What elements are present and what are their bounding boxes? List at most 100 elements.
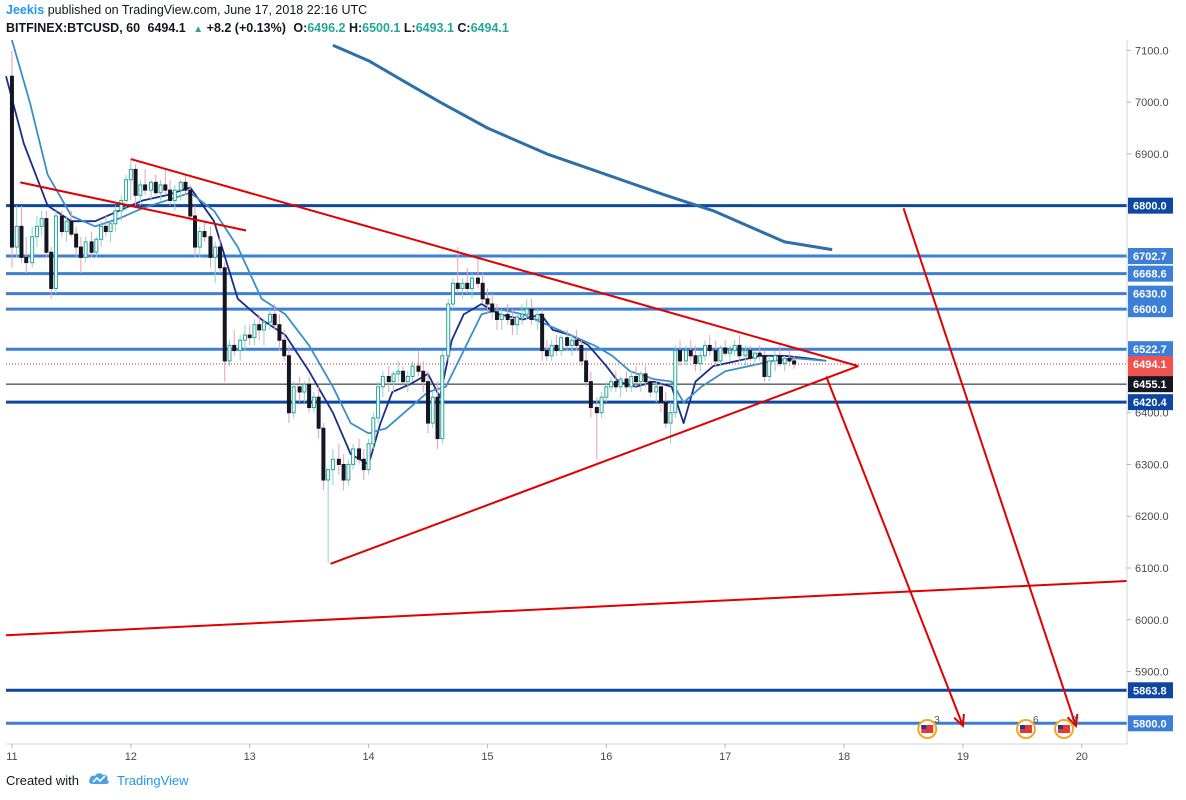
candle-body	[351, 448, 356, 465]
event-markers[interactable]: 3 6 8	[917, 715, 1077, 739]
candle-body	[782, 357, 787, 365]
candle-body	[707, 344, 712, 352]
candle-body	[326, 469, 331, 481]
candle-body	[490, 303, 495, 313]
price-tick-label: 6900.0	[1135, 149, 1169, 161]
candle-body	[396, 370, 401, 375]
price-label-box	[1128, 248, 1173, 265]
price-label-box	[1128, 715, 1173, 732]
candle-body	[460, 282, 465, 289]
price-label-text: 6668.6	[1133, 269, 1167, 281]
candle-body	[361, 458, 366, 471]
flag-stripes	[921, 725, 934, 733]
time-tick-label: 14	[362, 751, 374, 763]
candle-body	[59, 215, 64, 233]
candle-body	[366, 443, 371, 471]
trendline[interactable]	[5, 579, 1128, 637]
candle-body	[609, 381, 614, 388]
candle-body	[624, 378, 629, 388]
candle-body	[94, 238, 99, 253]
candle-body	[510, 319, 515, 326]
author-link[interactable]: Jeekis	[6, 3, 45, 17]
candle-body	[535, 313, 540, 321]
candle-body	[78, 246, 83, 258]
projection-arrow-line[interactable]	[825, 376, 964, 727]
candle-body	[232, 344, 237, 352]
candle-body	[723, 347, 728, 354]
symbol-legend: BITFINEX:BTCUSD, 60 6494.1 ▲ +8.2 (+0.13…	[6, 21, 509, 35]
trendline[interactable]	[330, 365, 859, 565]
price-axis[interactable]: 7100.07000.06900.06800.06700.06600.06500…	[1126, 40, 1173, 744]
close-value: 6494.1	[470, 21, 509, 35]
price-label-box	[1128, 197, 1173, 214]
price-tick-label: 6400.0	[1135, 408, 1169, 420]
low-value: 6493.1	[415, 21, 454, 35]
tradingview-brand[interactable]: TradingView	[116, 773, 189, 788]
candle-body	[172, 189, 177, 201]
candle-body	[702, 344, 707, 357]
candle-body	[277, 324, 282, 341]
candle-body	[242, 334, 247, 341]
candle-body	[469, 277, 474, 289]
candle-body	[643, 373, 648, 383]
candle-body	[217, 246, 222, 269]
candle-body	[99, 225, 104, 240]
candle-body	[435, 396, 440, 440]
candle-body	[599, 396, 604, 414]
price-label-box	[1128, 682, 1173, 699]
candle-body	[341, 463, 346, 481]
price-tick-label: 7000.0	[1135, 97, 1169, 109]
candle-body	[222, 267, 227, 362]
candle-body	[737, 344, 742, 357]
candle-body	[673, 350, 678, 414]
trendline[interactable]	[20, 181, 247, 232]
candles	[9, 50, 797, 563]
price-label-text: 6420.4	[1133, 397, 1168, 409]
candle-body	[529, 308, 534, 321]
candle-body	[103, 225, 108, 233]
candle-body	[53, 215, 58, 289]
candle-body	[376, 386, 381, 419]
candle-body	[391, 373, 396, 383]
candle-body	[108, 223, 113, 233]
candle-body	[450, 282, 455, 305]
candle-body	[69, 220, 74, 235]
candle-body	[505, 313, 510, 321]
candle-body	[654, 386, 659, 393]
time-tick-label: 17	[719, 751, 731, 763]
candle-body	[579, 344, 584, 362]
price-tick-label: 6300.0	[1135, 459, 1169, 471]
candle-body	[777, 355, 782, 365]
candle-body	[405, 375, 410, 383]
price-label-box	[1128, 285, 1173, 302]
candle-body	[732, 344, 737, 352]
candle-body	[663, 401, 668, 424]
price-label-text: 6702.7	[1133, 251, 1167, 263]
price-label-box	[1128, 355, 1173, 372]
candle-body	[119, 199, 124, 212]
candle-body	[193, 215, 198, 248]
candle-body	[163, 184, 168, 191]
candle-body	[604, 386, 609, 398]
candle-body	[430, 396, 435, 424]
time-axis[interactable]: 11 12 13 14 15 16 17 18 19 20	[6, 743, 1127, 763]
candle-body	[698, 355, 703, 365]
published-text: published on TradingView.com, June 17, 2…	[47, 3, 368, 17]
high-label: H:	[348, 21, 363, 35]
candle-body	[554, 344, 559, 352]
time-tick-label: 13	[244, 751, 256, 763]
horizontal-levels	[6, 204, 1127, 725]
candle-body	[19, 225, 24, 258]
candle-body	[401, 370, 406, 383]
trendline[interactable]	[130, 158, 859, 368]
candle-body	[202, 231, 207, 238]
price-label-text: 5800.0	[1133, 718, 1167, 730]
price-tick-label: 6200.0	[1135, 511, 1169, 523]
flag-stripes	[1019, 725, 1032, 733]
arrow-head-icon	[953, 713, 965, 729]
price-label-text: 6522.7	[1133, 344, 1167, 356]
projection-arrow-line[interactable]	[902, 207, 1077, 727]
candle-body	[197, 231, 202, 248]
candle-body	[357, 448, 362, 460]
